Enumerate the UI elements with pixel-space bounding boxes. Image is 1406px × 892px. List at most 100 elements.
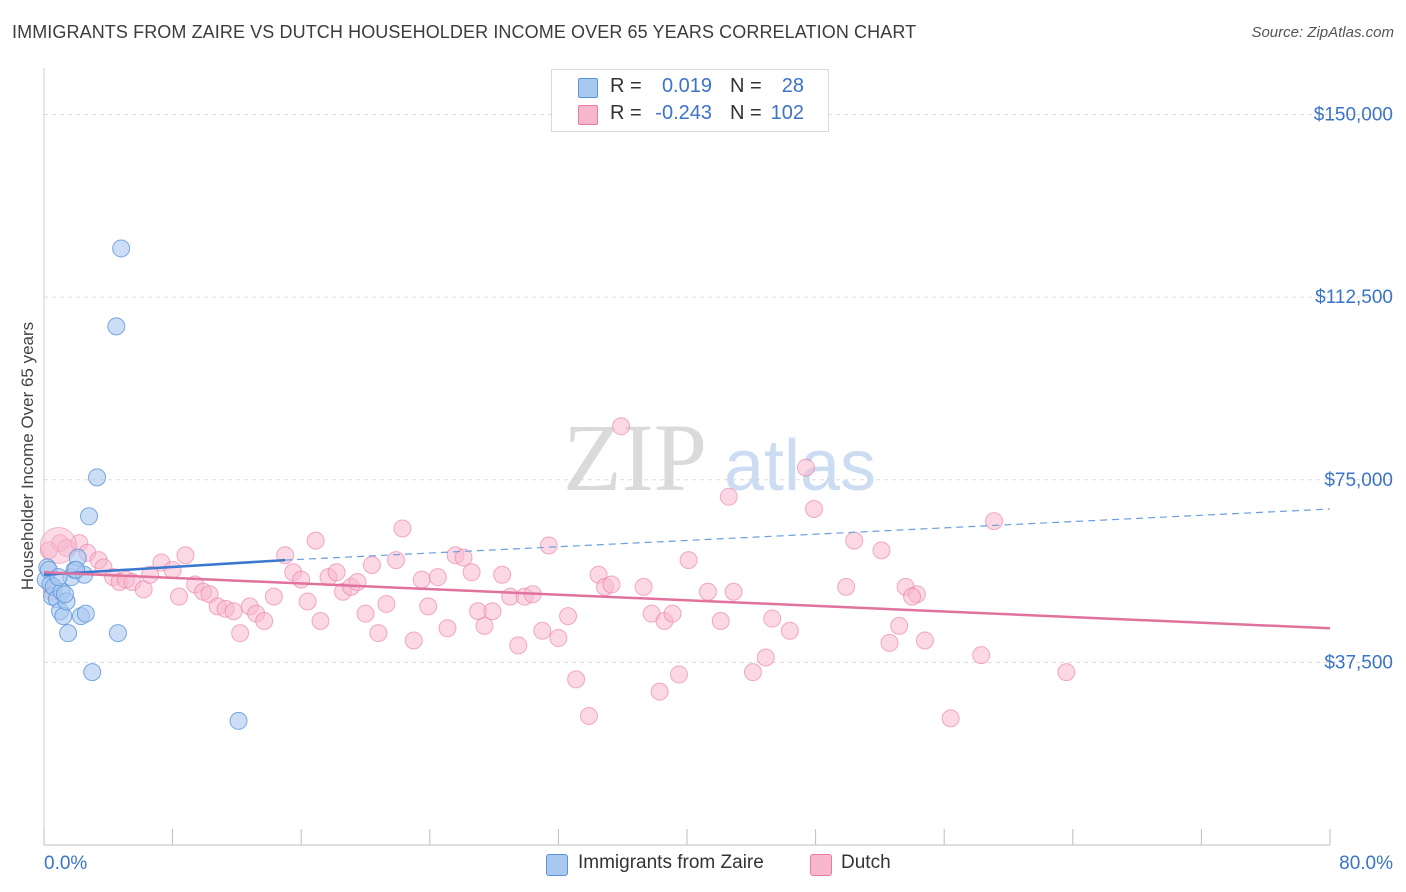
zaire-point — [67, 560, 86, 579]
watermark-zip: ZIP — [563, 404, 707, 511]
legend-n-label: N = — [730, 102, 762, 124]
legend-row-dutch: R = -0.243 N = 102 — [552, 101, 828, 127]
dutch-point — [292, 570, 311, 589]
legend-r-value: -0.243 — [655, 102, 712, 124]
dutch-point — [650, 682, 669, 701]
legend-r-value: 0.019 — [661, 75, 712, 97]
x-tick-label: 80.0% — [1339, 853, 1393, 874]
zaire-trend-line — [43, 558, 286, 576]
dutch-point — [255, 611, 274, 630]
dutch-point — [462, 563, 481, 582]
watermark: ZIP atlas — [563, 404, 876, 511]
dutch-point — [941, 709, 960, 728]
axes — [43, 68, 1331, 846]
chart-title: IMMIGRANTS FROM ZAIRE VS DUTCH HOUSEHOLD… — [12, 22, 917, 42]
dutch-point — [756, 648, 775, 667]
zaire-point — [55, 585, 74, 604]
zaire-point — [54, 607, 73, 626]
dutch-point — [612, 417, 631, 436]
dutch-point — [264, 587, 283, 606]
dutch-point — [141, 565, 160, 584]
dutch-point — [224, 602, 243, 621]
dutch-point — [404, 631, 423, 650]
dutch-point — [743, 663, 762, 682]
dutch-point — [377, 594, 396, 613]
dutch-point — [549, 629, 568, 648]
dutch-point — [533, 621, 552, 640]
dutch-point — [163, 560, 182, 579]
zaire-point — [108, 624, 127, 643]
zaire-points — [36, 239, 248, 730]
dutch-points — [39, 417, 1076, 728]
dutch-point — [428, 568, 447, 587]
dutch-point — [559, 607, 578, 626]
zaire-point — [76, 604, 95, 623]
dutch-point — [698, 582, 717, 601]
trend-lines — [43, 508, 1331, 630]
dutch-point — [837, 577, 856, 596]
dutch-point — [298, 592, 317, 611]
dutch-point — [327, 563, 346, 582]
bottom-legend-swatch-dutch — [810, 854, 832, 876]
zaire-point — [49, 568, 68, 587]
dutch-point — [602, 575, 621, 594]
dutch-trend-line — [43, 571, 1331, 630]
dutch-point — [393, 519, 412, 538]
dutch-point — [796, 458, 815, 477]
dutch-point — [1057, 663, 1076, 682]
dutch-point — [985, 512, 1004, 531]
dutch-point — [719, 487, 738, 506]
dutch-point — [39, 527, 77, 565]
dutch-point — [567, 670, 586, 689]
dutch-point — [176, 546, 195, 565]
dutch-point — [872, 541, 891, 560]
zaire-point — [83, 663, 102, 682]
zaire-point — [229, 711, 248, 730]
dutch-point — [475, 616, 494, 635]
dutch-point — [493, 565, 512, 584]
dutch-point — [804, 499, 823, 518]
legend-swatch-zaire — [578, 78, 598, 98]
dutch-point — [780, 621, 799, 640]
dutch-point — [903, 587, 922, 606]
dutch-point — [663, 604, 682, 623]
dutch-point — [311, 611, 330, 630]
dutch-point — [539, 536, 558, 555]
dutch-point — [170, 587, 189, 606]
dutch-point — [634, 577, 653, 596]
dutch-point — [845, 531, 864, 550]
dutch-point — [915, 631, 934, 650]
zaire-point — [80, 507, 99, 526]
zaire-point — [88, 468, 107, 487]
legend-n-value: 102 — [770, 102, 804, 124]
dutch-point — [679, 551, 698, 570]
legend-r-label: R = — [610, 102, 642, 124]
y-tick-label: $37,500 — [1324, 652, 1393, 673]
dutch-point — [306, 531, 325, 550]
dutch-point — [412, 570, 431, 589]
legend-r-label: R = — [610, 75, 642, 97]
dutch-point — [231, 624, 250, 643]
x-tick-label: 0.0% — [44, 853, 87, 874]
dutch-point — [369, 624, 388, 643]
source-label: Source: ZipAtlas.com — [1251, 24, 1394, 41]
dutch-point — [483, 602, 502, 621]
zaire-trend-extension — [285, 508, 1331, 561]
dutch-point — [387, 551, 406, 570]
dutch-point — [419, 597, 438, 616]
y-tick-label: $150,000 — [1314, 105, 1393, 126]
dutch-point — [579, 706, 598, 725]
zaire-point — [107, 317, 126, 336]
y-tick-label: $75,000 — [1324, 470, 1393, 491]
legend-n-value: 28 — [781, 75, 804, 97]
dutch-point — [763, 609, 782, 628]
dutch-point — [972, 646, 991, 665]
bottom-legend-label-dutch: Dutch — [841, 852, 891, 873]
bottom-legend-swatch-zaire — [546, 854, 568, 876]
correlation-legend: R = 0.019 N = 28 R = -0.243 N = 102 — [551, 69, 829, 132]
tick-labels: $37,500 $75,000 $112,500 $150,000 0.0% 80.0% — [44, 105, 1393, 874]
dutch-point — [454, 548, 473, 567]
dutch-point — [348, 573, 367, 592]
dutch-point — [509, 636, 528, 655]
